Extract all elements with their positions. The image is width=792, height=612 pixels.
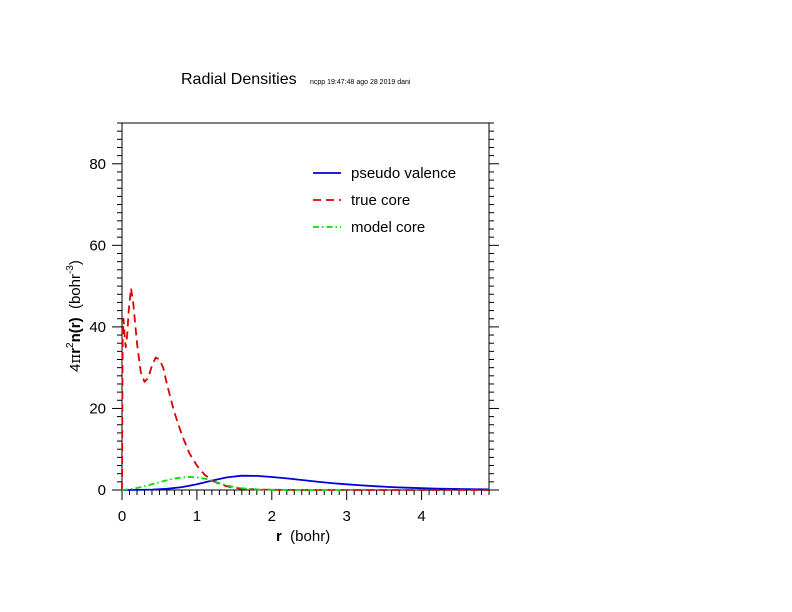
chart-subtitle: ncpp 19:47:48 ago 28 2019 dani (310, 79, 411, 86)
y-axis-label-unit: (bohr (67, 274, 84, 317)
series-line-model-core (121, 476, 347, 491)
y-tick-label: 60 (89, 237, 106, 254)
legend-label: pseudo valence (351, 165, 456, 182)
y-tick-label: 0 (98, 482, 106, 499)
series-layer (121, 287, 490, 491)
x-tick-label: 2 (268, 508, 276, 525)
y-axis-label-r: r (67, 348, 84, 354)
chart-title: Radial Densities (181, 71, 297, 88)
y-axis-label-pi: π (66, 354, 84, 364)
y-axis-label-sup: 2 (65, 342, 76, 348)
y-axis-label-nr: n(r) (67, 317, 84, 342)
legend-label: model core (351, 219, 425, 236)
x-axis-label-unit: (bohr) (282, 528, 330, 545)
x-axis-label: r (bohr) (276, 528, 330, 545)
x-tick-label: 3 (343, 508, 351, 525)
y-axis-label-unit-close: ) (67, 260, 84, 265)
y-axis-label-prefix: 4 (67, 364, 84, 372)
x-axis-label-var: r (276, 528, 282, 545)
series-line-true-core (121, 287, 489, 491)
x-tick-label: 1 (193, 508, 201, 525)
series-line-pseudo-valence (121, 474, 490, 491)
y-axis-label: 4πr2n(r) (bohr-3) (65, 260, 84, 372)
axis-ticks (112, 122, 499, 500)
y-tick-label: 80 (89, 156, 106, 173)
legend: pseudo valence true core model core (313, 165, 456, 236)
y-tick-label: 40 (89, 319, 106, 336)
y-tick-label: 20 (89, 400, 106, 417)
legend-label: true core (351, 192, 410, 209)
y-axis-label-unit-sup: -3 (65, 265, 76, 274)
x-tick-label: 4 (417, 508, 425, 525)
x-tick-label: 0 (118, 508, 126, 525)
